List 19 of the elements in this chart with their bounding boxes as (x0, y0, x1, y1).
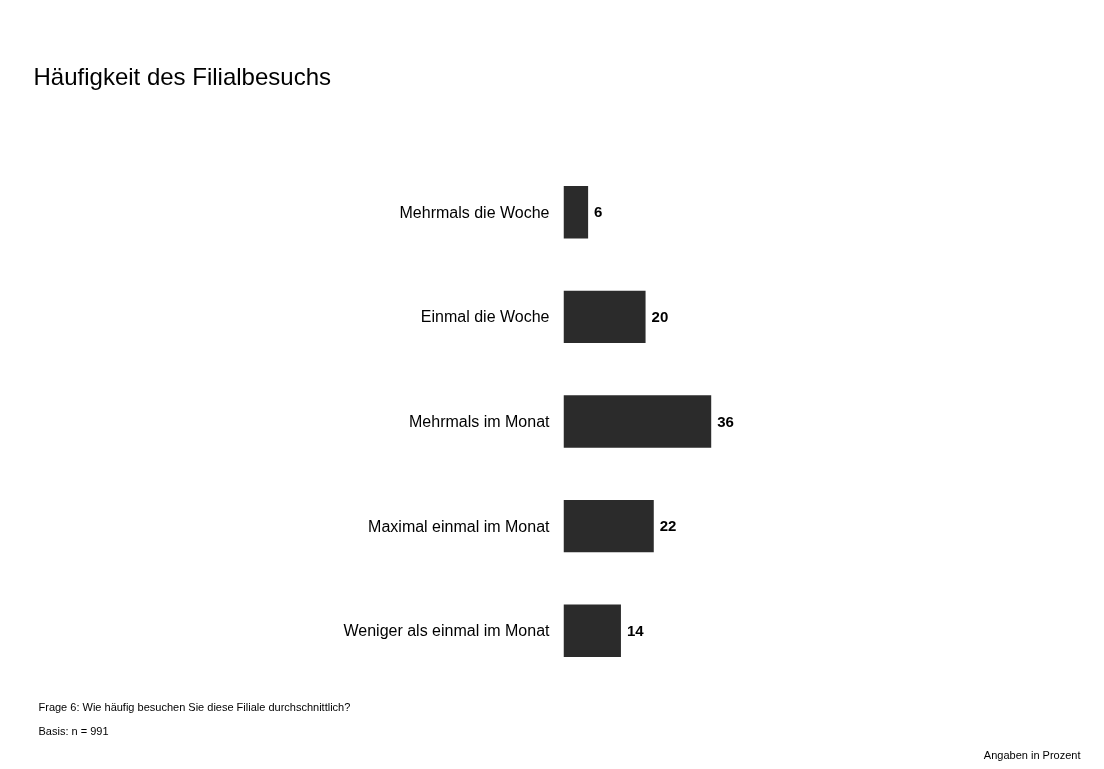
y-tick-label: Weniger als einmal im Monat (343, 622, 551, 640)
bar (563, 499, 654, 553)
y-tick-label: Maximal einmal im Monat (368, 517, 551, 535)
text: Basis: n = 991 (38, 724, 109, 737)
text: Häufigkeit des Filialbesuchs (33, 62, 331, 90)
data-label: 36 (717, 412, 734, 430)
bar (563, 604, 621, 657)
bar (563, 290, 646, 344)
y-tick-label: Mehrmals im Monat (409, 413, 551, 430)
data-label: 22 (659, 517, 677, 535)
data-label: 20 (651, 307, 669, 325)
text: Frage 6: Wie häufig besuchen Sie diese Filiale durchschnittlich? (38, 700, 351, 713)
text: Angaben in Prozent (983, 748, 1081, 761)
data-label: 6 (594, 203, 603, 221)
y-tick-label: Einmal die Woche (420, 308, 550, 326)
y-tick-label: Mehrmals die Woche (399, 203, 550, 221)
bar (563, 395, 712, 448)
data-label: 14 (626, 621, 645, 639)
bar (563, 186, 589, 239)
